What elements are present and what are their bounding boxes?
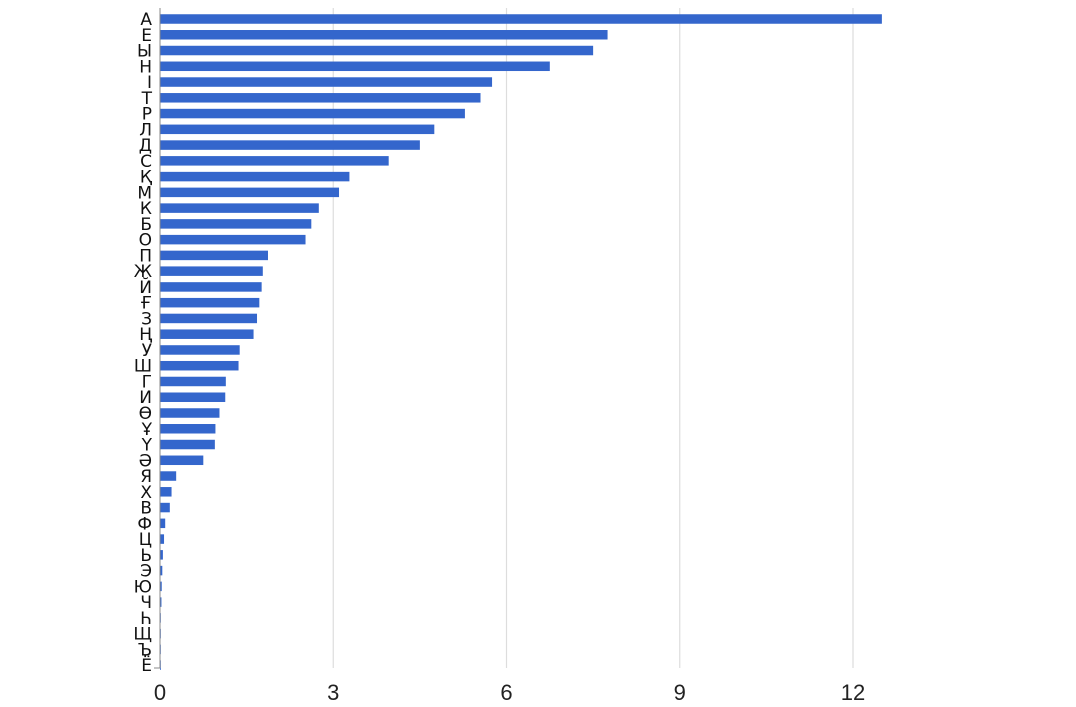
bar-Й xyxy=(160,282,262,292)
bars xyxy=(160,14,882,670)
bar-С xyxy=(160,156,389,166)
bar-Ң xyxy=(160,329,254,339)
bar-Д xyxy=(160,140,420,150)
bar-І xyxy=(160,77,493,87)
bar-Я xyxy=(160,471,177,481)
bar-Ы xyxy=(160,45,594,56)
bar-И xyxy=(160,392,226,402)
bar-Ч xyxy=(160,597,162,607)
category-label: Ұ xyxy=(141,420,153,440)
category-label: П xyxy=(139,246,152,266)
category-label: З xyxy=(141,309,152,329)
category-label: Б xyxy=(140,215,152,235)
bar-А xyxy=(160,14,882,24)
category-label: І xyxy=(147,73,152,93)
category-label: Һ xyxy=(140,609,152,629)
category-label: А xyxy=(140,10,152,30)
bar-М xyxy=(160,187,340,198)
category-label: Ц xyxy=(139,530,152,550)
bar-О xyxy=(160,234,306,245)
x-tick-labels: 0 3 6 9 12 xyxy=(154,680,865,705)
bar-П xyxy=(160,250,268,261)
bar-Ф xyxy=(160,518,166,529)
category-label: С xyxy=(140,152,152,172)
bar-Ә xyxy=(160,455,204,466)
category-label: Ж xyxy=(134,262,152,282)
category-label: Ё xyxy=(141,655,152,676)
category-label: Ч xyxy=(140,593,152,613)
category-label: Ш xyxy=(134,357,152,377)
category-label: Й xyxy=(139,276,152,298)
bar-Ж xyxy=(160,266,263,276)
x-tick-label: 6 xyxy=(500,680,512,705)
category-labels: АЕЫНІТРЛДСҚМКБОПЖЙҒЗҢУШГИӨҰҮӘЯХВФЦЬЭЮЧҺЩ… xyxy=(133,10,153,676)
bar-Т xyxy=(160,93,481,103)
x-tick-label: 12 xyxy=(841,680,865,705)
category-label: И xyxy=(139,388,152,408)
category-label: Ң xyxy=(139,325,152,345)
bar-Р xyxy=(160,108,465,119)
bar-Ь xyxy=(160,550,163,560)
category-label: Н xyxy=(139,57,152,77)
bar-Қ xyxy=(160,171,350,182)
category-label: Ү xyxy=(141,436,153,456)
category-label: Ә xyxy=(139,451,152,471)
category-label: Т xyxy=(141,89,153,109)
bar-Х xyxy=(160,487,172,497)
bar-Ү xyxy=(160,439,215,450)
category-label: Ь xyxy=(140,546,152,566)
bar-У xyxy=(160,345,240,355)
category-label: Қ xyxy=(140,168,153,188)
category-label: Щ xyxy=(133,625,152,645)
bar-В xyxy=(160,502,170,513)
x-tick-label: 0 xyxy=(154,680,166,705)
category-label: Х xyxy=(140,483,152,503)
bar-Ш xyxy=(160,360,239,371)
category-label: Ф xyxy=(137,514,152,534)
category-label: О xyxy=(139,231,152,251)
category-label: Я xyxy=(140,467,152,487)
category-label: Ғ xyxy=(141,294,152,314)
bar-Ғ xyxy=(160,297,260,308)
category-label: Д xyxy=(139,136,152,156)
category-label: Ъ xyxy=(138,640,152,660)
bar-Ө xyxy=(160,408,220,418)
category-label: Е xyxy=(141,26,152,46)
bar-Ц xyxy=(160,534,165,544)
category-label: Г xyxy=(142,372,152,392)
bar-Ю xyxy=(160,581,162,592)
x-tick-label: 9 xyxy=(674,680,686,705)
category-label: Э xyxy=(140,562,152,582)
bar-Ұ xyxy=(160,424,216,434)
bar-Н xyxy=(160,61,550,72)
category-label: М xyxy=(137,183,152,203)
bar-К xyxy=(160,203,319,213)
category-label: У xyxy=(142,341,153,361)
bar-Э xyxy=(160,565,163,576)
category-label: К xyxy=(140,199,152,219)
category-label: Ю xyxy=(134,577,152,597)
x-tick-label: 3 xyxy=(327,680,339,705)
bar-Б xyxy=(160,219,312,229)
bar-Л xyxy=(160,124,435,135)
category-label: Ө xyxy=(139,404,152,424)
bar-Г xyxy=(160,376,226,387)
category-label: Р xyxy=(142,105,152,125)
gridlines xyxy=(332,8,854,668)
category-label: В xyxy=(140,499,152,519)
axes xyxy=(154,8,161,669)
category-label: Л xyxy=(139,120,152,140)
bar-Е xyxy=(160,30,608,40)
category-label: Ы xyxy=(137,42,152,62)
bar-З xyxy=(160,313,258,324)
